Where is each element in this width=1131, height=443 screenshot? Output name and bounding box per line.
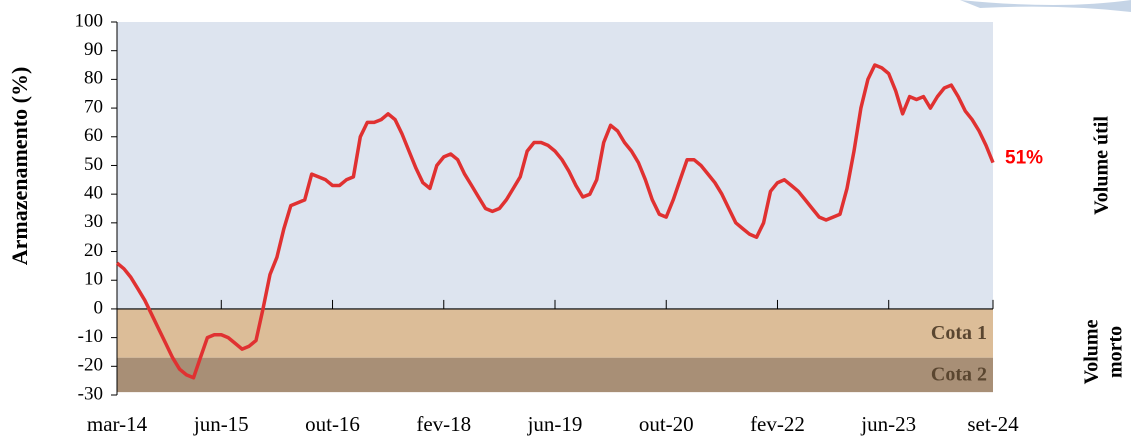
band — [117, 308, 993, 358]
x-tick-label: fev-22 — [750, 412, 805, 436]
y-tick-label: 50 — [84, 154, 103, 175]
region-label: Volume — [1081, 319, 1103, 384]
y-tick-label: 10 — [84, 269, 103, 290]
x-tick-label: out-16 — [305, 412, 360, 436]
y-tick-label: 90 — [84, 39, 103, 60]
x-tick-label: jun-23 — [860, 412, 916, 436]
y-tick-label: 20 — [84, 240, 103, 261]
y-tick-label: 40 — [84, 183, 103, 204]
y-tick-label: -30 — [78, 383, 103, 404]
x-tick-label: fev-18 — [416, 412, 471, 436]
y-tick-label: -20 — [78, 355, 103, 376]
y-tick-label: -10 — [78, 326, 103, 347]
x-tick-label: jun-15 — [193, 412, 249, 436]
x-tick-label: set-24 — [967, 412, 1019, 436]
y-axis-title: Armazenamento (%) — [7, 67, 32, 266]
y-tick-label: 70 — [84, 96, 103, 117]
line — [115, 63, 995, 380]
x-tick-label: out-20 — [639, 412, 694, 436]
y-tick-label: 80 — [84, 68, 103, 89]
band-label: Cota 1 — [931, 322, 987, 344]
y-tick-label: 100 — [75, 10, 104, 31]
y-tick-label: 60 — [84, 125, 103, 146]
end-label: 51% — [1005, 148, 1043, 169]
region-label: Volume útil — [1091, 116, 1113, 215]
band-label: Cota 2 — [931, 364, 987, 386]
decoration — [960, 0, 1131, 12]
x-tick-label: mar-14 — [87, 412, 148, 436]
region — [117, 22, 993, 309]
band — [117, 357, 993, 393]
y-tick-label: 30 — [84, 211, 103, 232]
y-tick-label: 0 — [94, 297, 104, 318]
x-tick-label: jun-19 — [527, 412, 583, 436]
region-label: morto — [1105, 326, 1127, 378]
